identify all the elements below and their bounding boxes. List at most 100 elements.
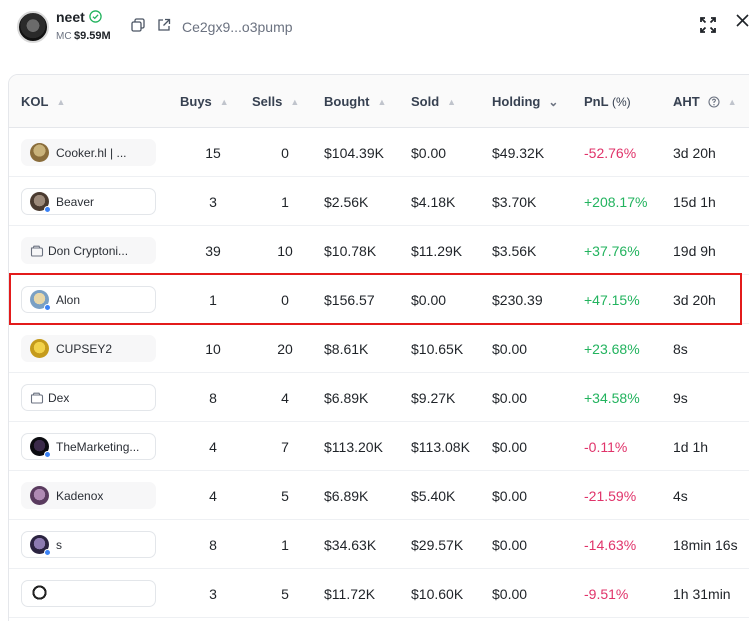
table-header: KOL ▲ Buys ▲ Sells ▲ Bought ▲ Sold ▲ Hol… — [9, 75, 749, 128]
aht-cell: 8s — [673, 340, 688, 357]
kol-badge[interactable]: Alon — [21, 286, 156, 313]
kol-badge[interactable]: Don Cryptoni... — [21, 237, 156, 264]
holding-cell: $0.00 — [492, 536, 528, 553]
copy-icon[interactable] — [131, 18, 145, 32]
token-name: neet — [56, 9, 85, 25]
sold-cell: $11.29K — [411, 242, 463, 259]
table-row[interactable]: Dex 8 4 $6.89K $9.27K $0.00 +34.58% 9s — [9, 373, 749, 422]
aht-cell: 1d 1h — [673, 438, 709, 455]
expand-icon[interactable] — [699, 16, 717, 34]
token-address[interactable]: Ce2gx9...o3pump — [182, 19, 293, 35]
online-dot-icon — [44, 304, 51, 311]
kol-badge[interactable]: TheMarketing... — [21, 433, 156, 460]
kol-table: KOL ▲ Buys ▲ Sells ▲ Bought ▲ Sold ▲ Hol… — [8, 74, 749, 621]
token-header: neet MC $9.59M Ce2gx9...o3pump — [0, 0, 749, 56]
table-row[interactable]: TheMarketing... 4 7 $113.20K $113.08K $0.00 -0… — [9, 422, 749, 471]
sells-cell: 10 — [277, 242, 293, 259]
sold-cell: $10.60K — [411, 585, 464, 602]
pnl-cell: -14.63% — [584, 536, 637, 553]
sells-cell: 0 — [281, 144, 289, 161]
pnl-cell: +23.68% — [584, 340, 640, 357]
sort-icon: ▲ — [672, 96, 682, 107]
column-pnl[interactable]: PnL (%) ▲ — [584, 75, 682, 128]
help-icon[interactable] — [708, 95, 720, 108]
column-sold[interactable]: Sold ▲ — [411, 75, 456, 128]
column-buys-label: Buys — [180, 94, 212, 109]
buys-cell: 15 — [205, 144, 221, 161]
aht-cell: 4s — [673, 487, 688, 504]
table-row[interactable]: 3 5 $11.72K $10.60K $0.00 -9.51% 1h 31min — [9, 569, 749, 618]
holding-cell: $0.00 — [492, 340, 528, 357]
column-buys[interactable]: Buys ▲ — [180, 75, 229, 128]
column-sells[interactable]: Sells ▲ — [252, 75, 299, 128]
sold-cell: $10.65K — [411, 340, 464, 357]
avatar — [30, 192, 51, 213]
column-bought-label: Bought — [324, 94, 370, 109]
buys-cell: 4 — [209, 438, 217, 455]
column-aht[interactable]: AHT ▲ — [673, 75, 737, 128]
kol-name: Beaver — [56, 194, 95, 209]
kol-badge[interactable]: CUPSEY2 — [21, 335, 156, 362]
sold-cell: $0.00 — [411, 291, 447, 308]
holding-cell: $0.00 — [492, 389, 528, 406]
market-cap-label: MC — [56, 31, 72, 42]
close-icon[interactable] — [736, 14, 749, 27]
bought-cell: $2.56K — [324, 193, 369, 210]
aht-cell: 9s — [673, 389, 688, 406]
holding-cell: $0.00 — [492, 487, 528, 504]
aht-cell: 1h 31min — [673, 585, 731, 602]
column-pnl-unit: (%) — [611, 94, 631, 109]
table-row[interactable]: s 8 1 $34.63K $29.57K $0.00 -14.63% 18min 16s — [9, 520, 749, 569]
table-row[interactable]: Alon 1 0 $156.57 $0.00 $230.39 +47.15% 3d 20h — [9, 275, 749, 324]
holding-cell: $230.39 — [492, 291, 543, 308]
kol-badge[interactable]: Beaver — [21, 188, 156, 215]
avatar — [30, 290, 51, 311]
kol-badge[interactable]: s — [21, 531, 156, 558]
sells-cell: 7 — [281, 438, 289, 455]
sells-cell: 1 — [281, 536, 289, 553]
pnl-cell: +47.15% — [584, 291, 640, 308]
holding-cell: $49.32K — [492, 144, 545, 161]
holding-cell: $3.56K — [492, 242, 537, 259]
avatar — [30, 486, 49, 505]
pnl-cell: +208.17% — [584, 193, 648, 210]
pnl-cell: -0.11% — [584, 438, 628, 455]
table-row[interactable]: Cooker.hl | ... 15 0 $104.39K $0.00 $49.32K -5… — [9, 128, 749, 177]
sort-icon: ▲ — [377, 96, 387, 107]
pnl-cell: +34.58% — [584, 389, 640, 406]
kol-name: s — [56, 537, 62, 552]
kol-badge[interactable]: Dex — [21, 384, 156, 411]
sold-cell: $4.18K — [411, 193, 456, 210]
column-bought[interactable]: Bought ▲ — [324, 75, 386, 128]
buys-cell: 4 — [209, 487, 217, 504]
kol-badge[interactable]: Kadenox — [21, 482, 156, 509]
kol-badge[interactable]: Cooker.hl | ... — [21, 139, 156, 166]
table-row[interactable]: CUPSEY2 10 20 $8.61K $10.65K $0.00 +23.68% 8s — [9, 324, 749, 373]
avatar — [30, 143, 49, 162]
column-sold-label: Sold — [411, 94, 440, 109]
table-row[interactable]: Kadenox 4 5 $6.89K $5.40K $0.00 -21.59% 4s — [9, 471, 749, 520]
bought-cell: $34.63K — [324, 536, 377, 553]
bought-cell: $6.89K — [324, 487, 369, 504]
sells-cell: 4 — [281, 389, 289, 406]
column-pnl-label: PnL — [584, 93, 609, 109]
external-link-icon[interactable] — [157, 18, 171, 32]
market-cap-value: $9.59M — [74, 30, 111, 42]
bought-cell: $6.89K — [324, 389, 369, 406]
token-avatar — [17, 11, 49, 43]
kol-badge[interactable] — [21, 580, 156, 607]
buys-cell: 8 — [209, 536, 217, 553]
column-kol[interactable]: KOL ▲ — [21, 75, 65, 128]
bought-cell: $113.20K — [324, 438, 383, 455]
aht-cell: 3d 20h — [673, 291, 716, 308]
aht-cell: 18min 16s — [673, 536, 738, 553]
column-holding[interactable]: Holding ⌄ — [492, 75, 558, 128]
aht-cell: 3d 20h — [673, 144, 716, 161]
bought-cell: $156.57 — [324, 291, 375, 308]
column-sells-label: Sells — [252, 94, 283, 109]
sells-cell: 5 — [281, 585, 289, 602]
holding-cell: $3.70K — [492, 193, 537, 210]
holding-cell: $0.00 — [492, 438, 528, 455]
table-row[interactable]: Don Cryptoni... 39 10 $10.78K $11.29K $3.56K +… — [9, 226, 749, 275]
table-row[interactable]: Beaver 3 1 $2.56K $4.18K $3.70K +208.17% 15d 1h — [9, 177, 749, 226]
